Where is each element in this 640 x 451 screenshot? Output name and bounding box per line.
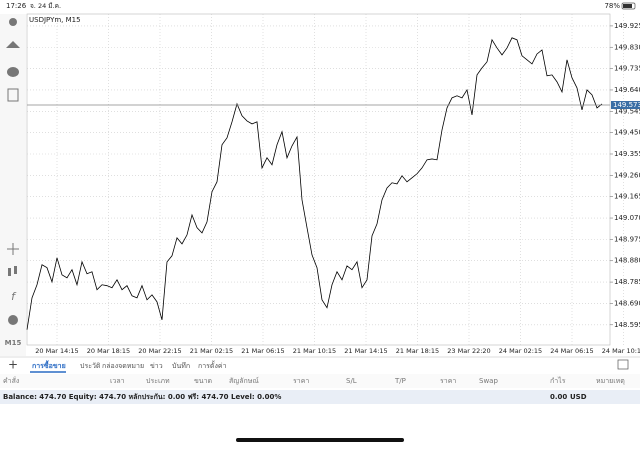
layout-icon[interactable] [617, 359, 629, 370]
column-header: กำไร [550, 376, 566, 385]
current-price-box [611, 101, 640, 110]
column-header: ขนาด [194, 377, 212, 385]
y-tick-label: 149.640 [614, 86, 640, 94]
x-tick-label: 21 Mar 18:15 [396, 347, 439, 355]
candle-icon[interactable] [14, 266, 17, 274]
y-tick-label: 149.830 [614, 43, 640, 51]
columns: คำสั่ง เวลา ประเภท ขนาด สัญลักษณ์ ราคา S/L T/P ร… [3, 376, 625, 385]
column-header: คำสั่ง [3, 376, 19, 385]
x-tick-label: 20 Mar 14:15 [35, 347, 78, 355]
x-tick-label: 20 Mar 18:15 [87, 347, 130, 355]
tab[interactable]: การซื้อขาย [32, 359, 66, 370]
x-tick-label: 24 Mar 06:15 [550, 347, 593, 355]
y-tick-label: 149.260 [614, 171, 640, 179]
price-line [26, 37, 603, 330]
tab[interactable]: ข่าว [150, 362, 163, 370]
y-tick-label: 148.690 [614, 299, 640, 307]
new-icon[interactable] [7, 88, 19, 102]
y-tick-label: 149.545 [614, 107, 640, 115]
x-tick-label: 24 Mar 02:15 [499, 347, 542, 355]
y-tick-label: 149.165 [614, 193, 640, 201]
add-button[interactable]: + [8, 358, 18, 372]
column-header: ราคา [293, 377, 309, 385]
chat-icon[interactable] [7, 67, 19, 77]
home-indicator [236, 438, 404, 442]
candle-icon[interactable] [8, 268, 11, 276]
currency: USD [570, 393, 587, 401]
x-tick-label: 21 Mar 06:15 [241, 347, 284, 355]
status-date: จ. 24 มี.ค. [30, 2, 61, 10]
battery-text: 78% [604, 2, 620, 10]
battery-icon [621, 2, 636, 10]
column-header: ประเภท [146, 377, 170, 385]
y-tick-label: 148.880 [614, 257, 640, 265]
y-tick-label: 149.925 [614, 22, 640, 30]
column-header: ราคา [440, 377, 456, 385]
column-header: T/P [394, 377, 406, 385]
toolbar [0, 14, 26, 356]
chart: 149.925 149.830 149.735 149.640 149.545 149.4… [26, 14, 640, 355]
tab[interactable]: ประวัติ [80, 362, 101, 370]
header-row [0, 374, 640, 388]
tabs: การซื้อขาย ประวัติ กล่องจดหมาย ข่าว บันทึก กา… [30, 359, 227, 373]
y-tick-label: 149.070 [614, 214, 640, 222]
column-header: Swap [479, 377, 498, 385]
column-header: สัญลักษณ์ [229, 377, 259, 385]
y-tick-label: 149.735 [614, 65, 640, 73]
tab[interactable]: การตั้งค่า [198, 359, 227, 370]
indicator-icon[interactable]: f [11, 290, 17, 303]
account-icon[interactable] [9, 18, 17, 26]
current-price-label: 149.573 [613, 101, 640, 109]
profit: 0.00 [550, 393, 567, 401]
x-tick-label: 21 Mar 14:15 [344, 347, 387, 355]
objects-icon[interactable] [8, 315, 18, 325]
y-tick-label: 148.785 [614, 278, 640, 286]
status-time: 17:26 [6, 2, 27, 10]
x-tick-label: 20 Mar 22:15 [138, 347, 181, 355]
balance-text: Balance: 474.70 Equity: 474.70 หลักประกั… [3, 393, 281, 401]
crosshair-icon[interactable] [7, 243, 19, 255]
y-tick-label: 149.450 [614, 129, 640, 137]
column-header: เวลา [110, 377, 125, 385]
y-tick-label: 149.355 [614, 150, 640, 158]
x-tick-label: 21 Mar 02:15 [190, 347, 233, 355]
tab[interactable]: บันทึก [172, 361, 190, 370]
column-header: S/L [346, 377, 357, 385]
x-tick-label: 23 Mar 22:20 [447, 347, 490, 355]
chart-title: USDJPYm, M15 [29, 16, 81, 24]
trade-icon[interactable] [6, 41, 20, 48]
x-tick-label: 24 Mar 10:15 [602, 347, 640, 355]
column-header: หมายเหตุ [596, 377, 625, 385]
x-tick-label: 21 Mar 10:15 [293, 347, 336, 355]
y-tick-label: 148.975 [614, 235, 640, 243]
balance-row [0, 390, 640, 404]
tab[interactable]: กล่องจดหมาย [102, 362, 144, 370]
y-tick-label: 148.595 [614, 321, 640, 329]
timeframe[interactable]: M15 [5, 339, 22, 347]
battery-level [623, 4, 632, 8]
plot-frame [26, 13, 611, 346]
